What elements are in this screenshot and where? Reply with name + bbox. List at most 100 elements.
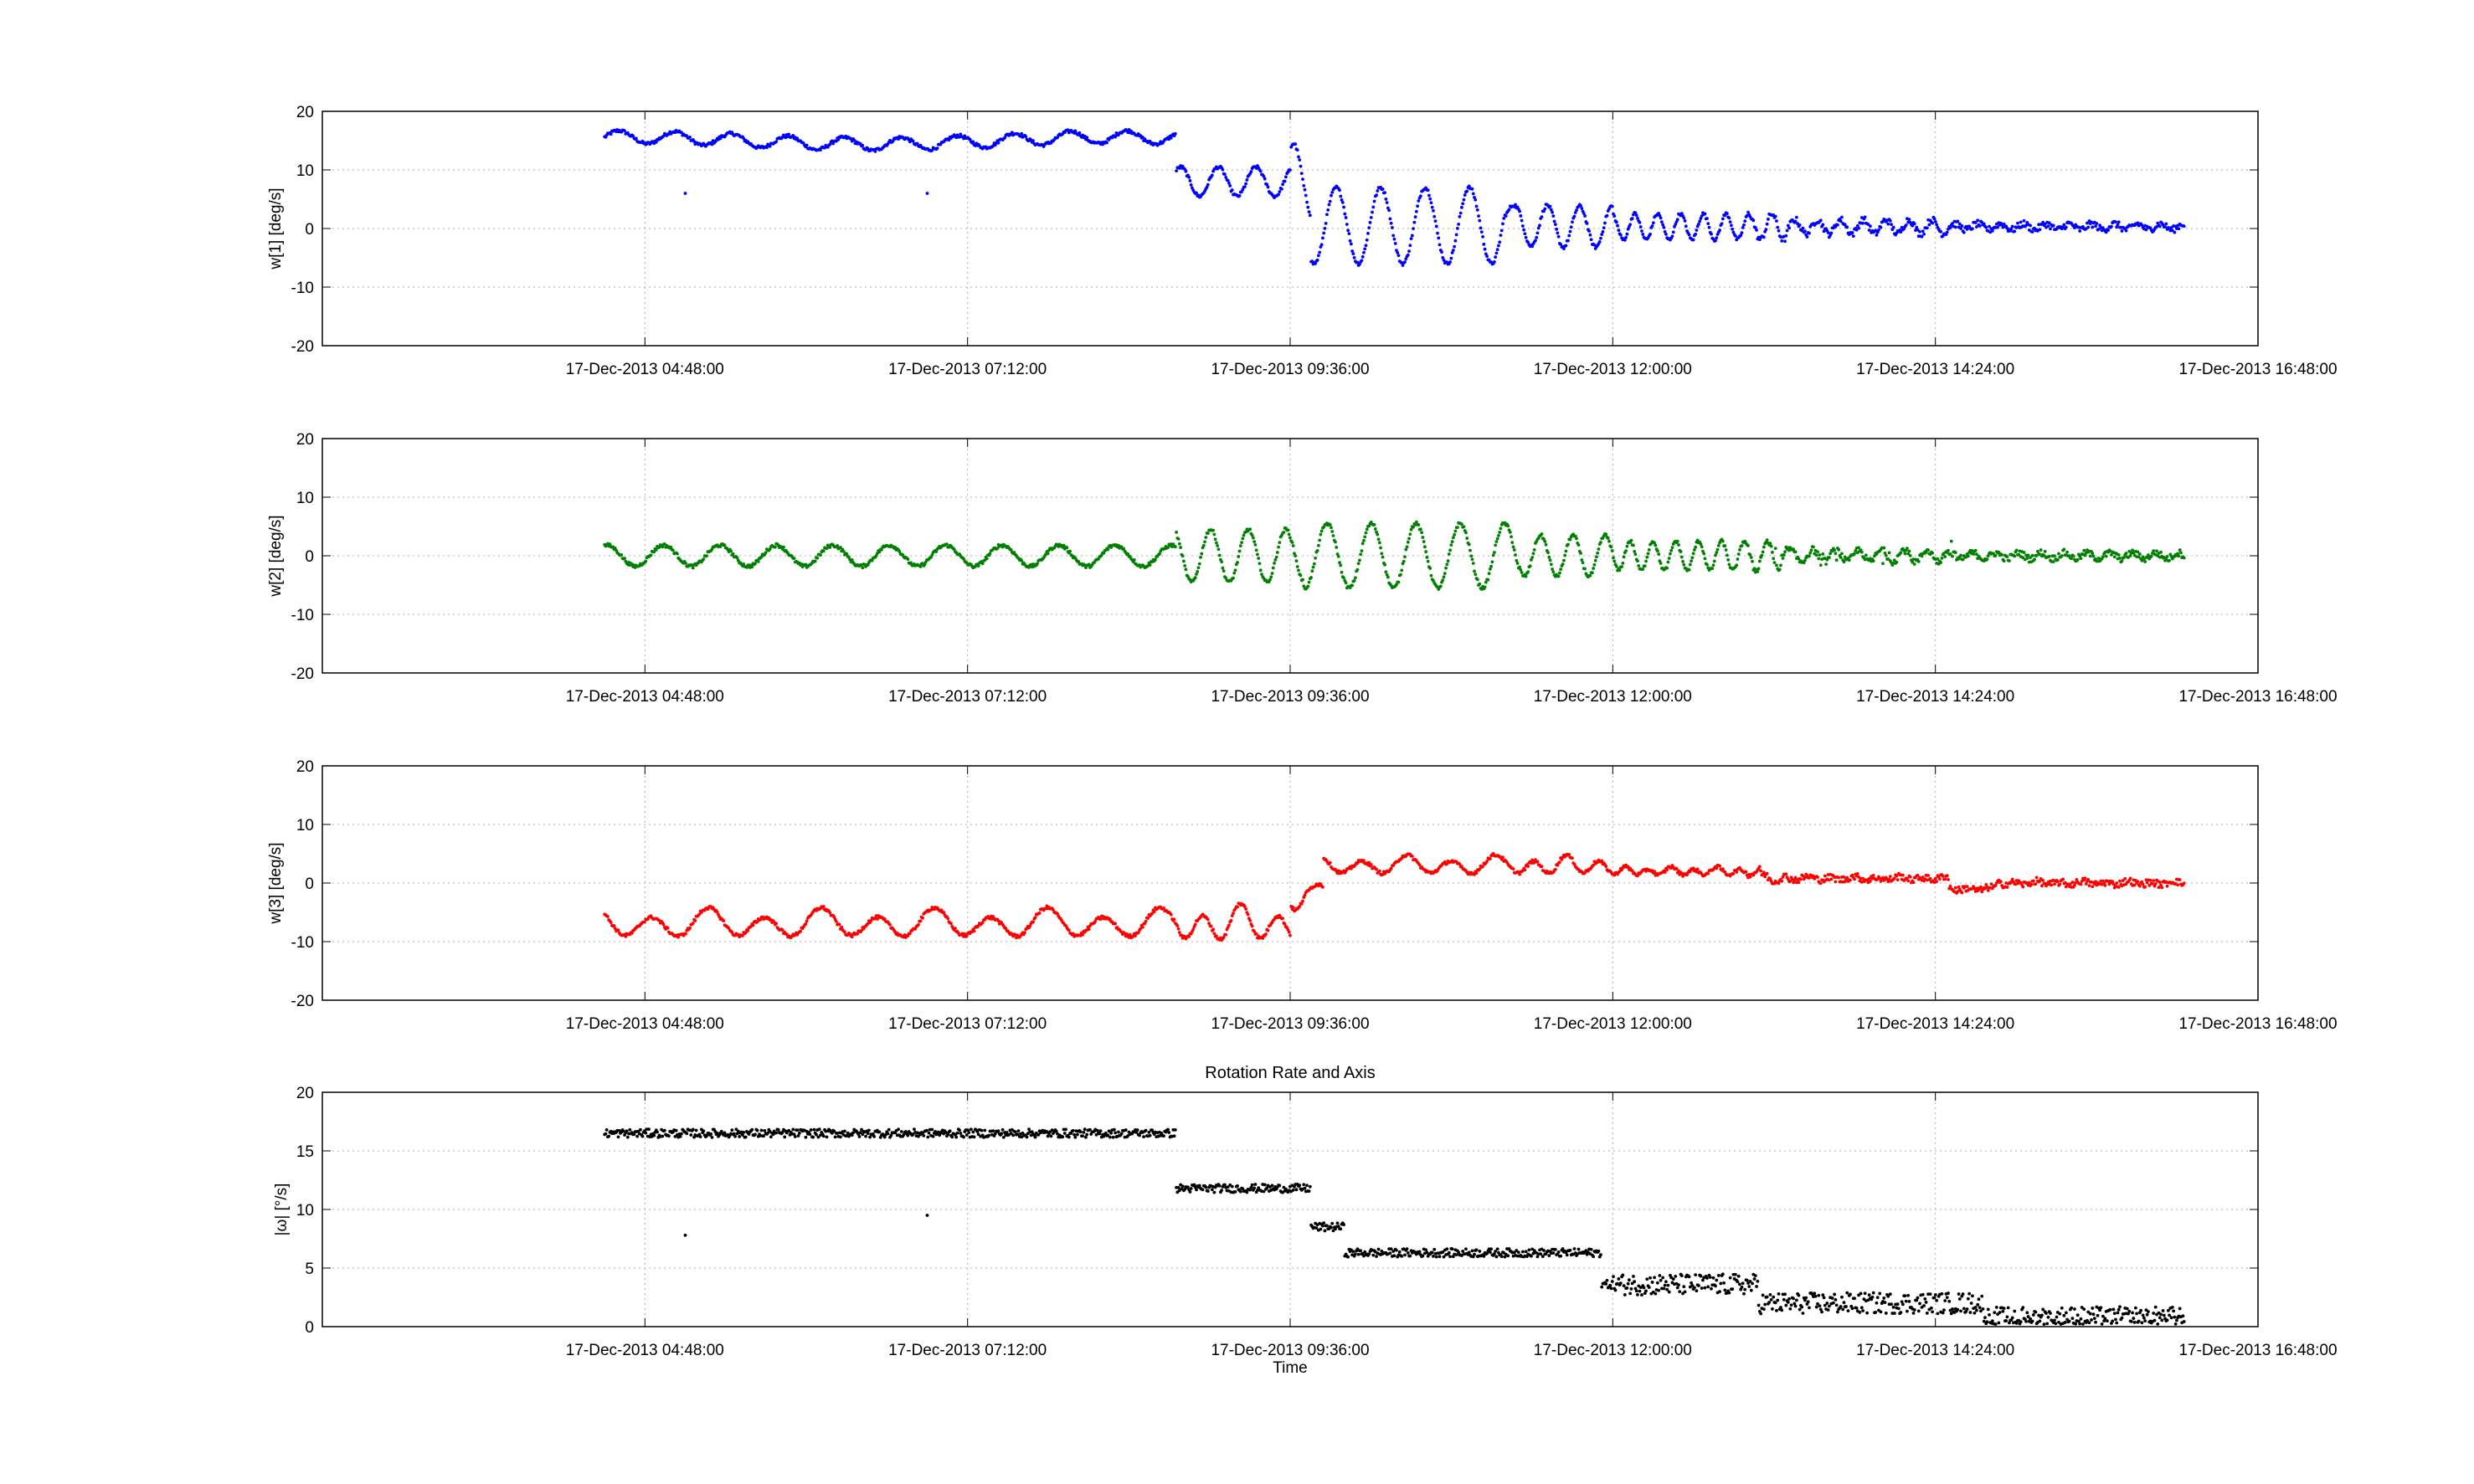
data-point [1869,224,1872,229]
data-point [2103,883,2107,887]
data-point [1784,872,1788,876]
data-point [1350,249,1355,253]
data-point [1610,204,1614,208]
data-point [1895,878,1900,882]
data-point [1569,225,1573,229]
data-point [1352,256,1356,259]
data-point [1855,223,1859,228]
data-point [1264,932,1268,936]
data-point [1884,553,1888,557]
data-point [1720,217,1725,221]
data-point [1932,217,1937,221]
data-point [2038,228,2042,232]
data-point [1780,239,1784,243]
data-point [1328,860,1332,865]
data-point [1504,214,1508,218]
data-point [1195,191,1198,195]
data-point [1461,202,1465,206]
data-point [635,1134,640,1138]
data-point [1803,229,1807,234]
data-point [1877,228,1880,232]
data-point [1339,194,1343,198]
data-point [1773,547,1777,551]
data-point [1240,541,1243,545]
data-point [688,926,692,930]
data-point [935,146,939,151]
data-point [1446,559,1450,563]
data-point [1695,229,1699,232]
data-point [1506,524,1510,528]
data-point [877,1130,882,1134]
data-point [2104,230,2108,234]
data-point [723,543,727,547]
data-point [985,557,989,561]
data-point [1585,222,1589,225]
data-point [1385,201,1389,204]
data-point [1707,225,1711,229]
data-point [2110,224,2113,229]
data-point [1546,551,1550,555]
data-point [1319,532,1323,537]
data-point [1881,562,1885,566]
data-point [1746,544,1750,547]
data-point [1442,258,1446,262]
data-point [1447,552,1451,556]
data-point [1330,526,1333,530]
data-point [1859,550,1864,554]
data-point [1769,544,1773,548]
data-point [1580,207,1584,210]
data-point [1355,567,1360,572]
data-point [1305,200,1309,204]
data-point [866,563,870,567]
data-point [1467,542,1471,547]
data-point [2034,876,2039,880]
data-point [1714,553,1717,557]
data-point [1694,232,1698,236]
data-point [2095,222,2099,225]
data-point [1485,860,1489,863]
data-point [1684,224,1688,229]
data-point [1508,530,1512,534]
data-point [1421,536,1425,539]
data-point [606,915,609,918]
data-point [1196,566,1201,570]
data-point [797,1131,801,1135]
data-point [1863,215,1867,219]
data-point [1226,178,1230,182]
data-point [1489,564,1494,568]
data-point [1258,562,1262,566]
data-point [732,1132,736,1136]
data-point [1933,876,1937,881]
data-point [804,562,808,567]
data-point [1483,247,1487,251]
data-point [1675,539,1679,543]
y-tick-label: 10 [296,817,314,834]
data-point [1727,216,1731,220]
data-point [774,140,779,144]
data-point [1360,254,1365,259]
data-point [1342,205,1345,209]
data-point [1523,232,1527,236]
data-point [1524,574,1528,578]
data-point [1294,554,1298,558]
data-point [1705,562,1709,567]
data-point [649,553,653,557]
data-point [1753,226,1757,229]
data-point [2039,548,2043,552]
data-point [945,542,949,547]
data-point [1551,214,1556,218]
data-point [1794,215,1798,219]
data-point [1281,917,1285,921]
data-point [1204,536,1208,539]
data-point [1797,881,1801,885]
data-point [2050,883,2054,887]
data-point [1989,882,1993,886]
data-point [911,139,915,143]
data-point [1187,934,1191,938]
data-point [1681,559,1684,563]
data-point [891,139,895,143]
data-point [1692,548,1696,552]
data-point [2182,224,2186,229]
data-point [1595,555,1598,559]
